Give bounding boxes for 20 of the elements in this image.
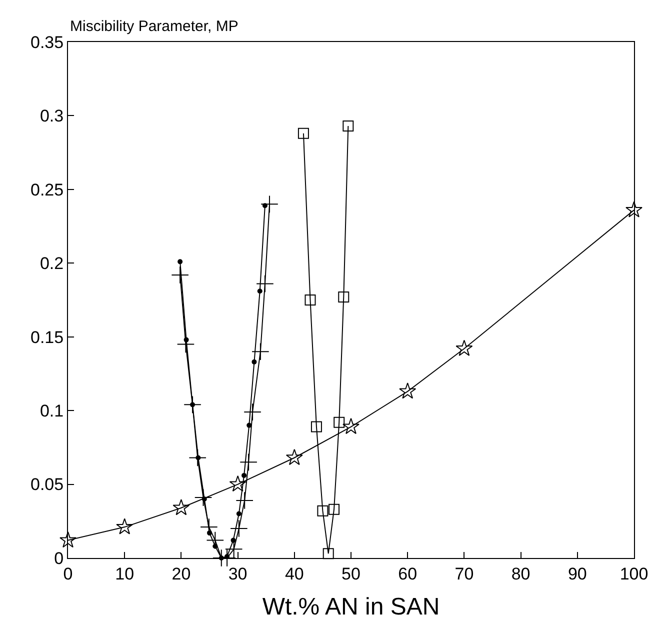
y-tick-label: 0.15 bbox=[30, 328, 64, 347]
x-tick-label: 30 bbox=[228, 564, 248, 584]
x-tick-label: 20 bbox=[172, 564, 191, 584]
x-tick-label: 80 bbox=[511, 564, 530, 584]
x-tick-label: 100 bbox=[620, 564, 648, 584]
y-tick-label: 0.05 bbox=[30, 475, 64, 494]
y-tick-label: 0.2 bbox=[40, 254, 64, 274]
y-tick-label: 0.1 bbox=[40, 402, 64, 421]
y-tick-label: 0.25 bbox=[30, 180, 64, 200]
y-tick-label: 0 bbox=[54, 548, 64, 568]
y-tick-label: 0.3 bbox=[40, 106, 64, 126]
x-tick-label: 50 bbox=[342, 564, 360, 584]
x-tick-label: 10 bbox=[115, 564, 134, 584]
y-axis-title: Miscibility Parameter, MP bbox=[70, 18, 238, 35]
x-tick-label: 90 bbox=[568, 564, 587, 584]
x-axis-title: Wt.% AN in SAN bbox=[262, 594, 440, 621]
x-tick-label: 40 bbox=[284, 564, 304, 584]
y-tick-label: 0.35 bbox=[30, 32, 64, 52]
x-tick-label: 60 bbox=[398, 564, 418, 584]
x-tick-label: 70 bbox=[454, 564, 474, 584]
